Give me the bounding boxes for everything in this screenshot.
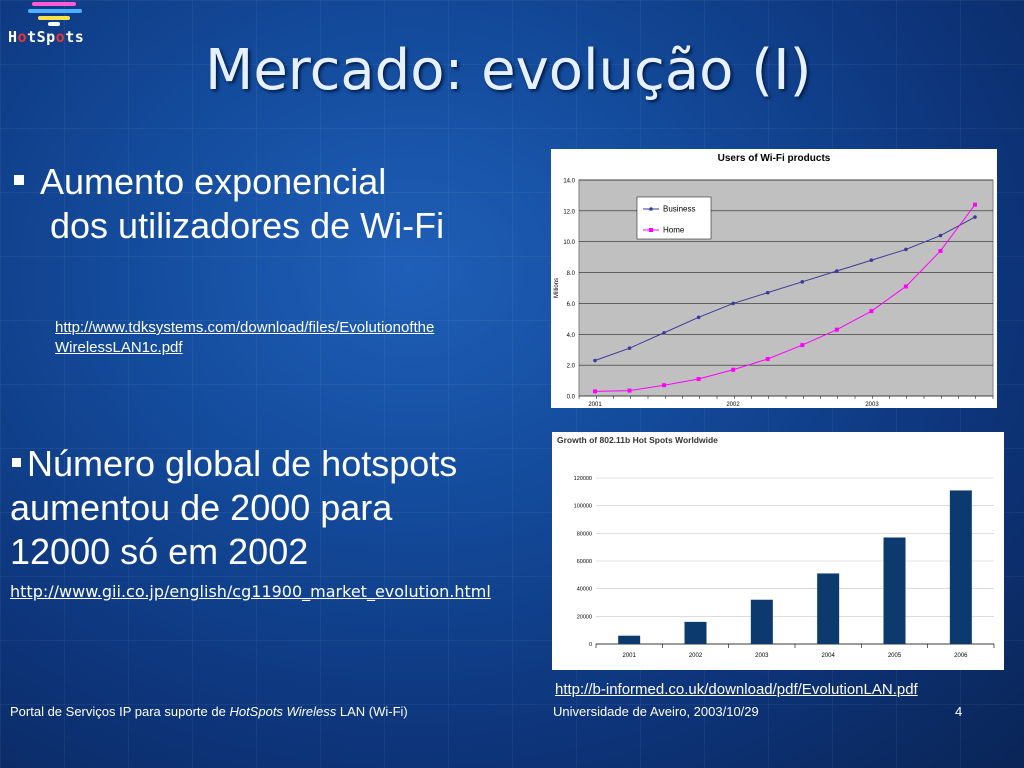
bullet1-line2: dos utilizadores de Wi-Fi	[50, 205, 445, 246]
bullet2-line2: aumentou de 2000 para	[10, 487, 393, 528]
series-line-business	[594, 216, 976, 361]
wifi-users-svg: Users of Wi-Fi products 0.0 2.0 4.0 6.0 8.0 10…	[554, 153, 994, 408]
data-point-home	[903, 284, 908, 289]
data-point-home	[834, 327, 839, 332]
data-point-home	[731, 367, 736, 372]
bar-2001	[618, 635, 641, 644]
y-tick-label: 80000	[577, 531, 592, 537]
x-tick-label: 2001	[622, 653, 636, 659]
y-tick-label: 120000	[574, 476, 592, 482]
x-tick-label: 2003	[755, 653, 769, 659]
bullet1-line1: Aumento exponencial	[40, 161, 387, 202]
data-point-business	[800, 280, 805, 284]
data-point-business	[869, 258, 874, 263]
link-gii[interactable]: http://www.gii.co.jp/english/cg11900_mar…	[10, 582, 491, 601]
slide-title: Mercado: evolução (I)	[205, 38, 812, 103]
data-point-home	[765, 356, 770, 361]
x-tick-label: 2002	[726, 402, 740, 408]
bullet-hotspots: Número global de hotspots aumentou de 20…	[10, 442, 457, 574]
data-point-business	[731, 301, 735, 306]
data-point-business	[835, 269, 839, 273]
footer-center: Universidade de Aveiro, 2003/10/29	[553, 704, 759, 719]
bar-2005	[883, 537, 906, 644]
y-tick-label: 10.0	[563, 240, 575, 246]
series-line-home	[594, 204, 976, 392]
data-point-business	[662, 330, 666, 335]
bullet-square-icon	[12, 457, 21, 467]
y-tick-label: 60000	[577, 559, 592, 565]
data-point-business	[765, 290, 770, 295]
data-point-business	[938, 233, 943, 238]
y-axis-label: Millions	[554, 278, 560, 298]
footer-left: Portal de Serviços IP para suporte de Ho…	[10, 704, 408, 719]
y-tick-label: 40000	[577, 587, 592, 593]
chart-hotspots-growth: Growth of 802.11b Hot Spots Worldwide 0 20…	[552, 432, 1004, 670]
data-point-home	[973, 202, 977, 207]
data-point-home	[627, 388, 632, 393]
data-point-business	[973, 215, 977, 219]
legend-marker	[649, 228, 653, 232]
legend-label: Home	[663, 226, 685, 235]
bullet-wifi-users: Aumento exponencial dos utilizadores de …	[14, 160, 444, 248]
link-b-informed[interactable]: http://b-informed.co.uk/download/pdf/Evo…	[555, 681, 918, 698]
y-tick-label: 14.0	[563, 179, 575, 185]
legend-label: Business	[663, 205, 695, 214]
link1-line2[interactable]: WirelessLAN1c.pdf	[55, 339, 183, 356]
y-tick-label: 2.0	[567, 364, 576, 370]
hotspots-logo: HotSpots	[6, 0, 98, 48]
bar-2003	[750, 599, 773, 644]
bullet2-line1: Número global de hotspots	[27, 443, 458, 484]
data-point-home	[696, 377, 701, 382]
x-tick-label: 2001	[588, 402, 602, 408]
x-tick-label: 2006	[954, 653, 968, 659]
y-tick-label: 8.0	[567, 271, 576, 277]
link1-line1[interactable]: http://www.tdksystems.com/download/files…	[55, 319, 435, 336]
footer-page-number: 4	[955, 704, 963, 719]
y-tick-label: 12.0	[563, 209, 575, 215]
logo-text: HotSpots	[8, 28, 85, 46]
data-point-business	[696, 315, 701, 320]
y-tick-label: 20000	[577, 614, 592, 620]
y-tick-label: 6.0	[567, 302, 576, 308]
y-tick-label: 0.0	[567, 395, 576, 401]
chart-wifi-users: Users of Wi-Fi products 0.0 2.0 4.0 6.0 8.0 10…	[551, 149, 997, 408]
bullet-square-icon	[14, 175, 24, 186]
data-point-business	[593, 358, 597, 363]
chart-title: Growth of 802.11b Hot Spots Worldwide	[557, 435, 718, 445]
legend-marker	[649, 207, 653, 211]
data-point-home	[593, 389, 597, 394]
link-tdksystems[interactable]: http://www.tdksystems.com/download/files…	[55, 318, 434, 358]
x-tick-label: 2002	[689, 653, 703, 659]
y-tick-label: 100000	[574, 504, 592, 510]
bar-2002	[684, 621, 707, 644]
y-tick-label: 4.0	[567, 333, 576, 339]
data-point-business	[627, 346, 632, 350]
bullet2-line3: 12000 só em 2002	[10, 531, 309, 572]
x-tick-label: 2004	[821, 653, 835, 659]
data-point-home	[869, 309, 874, 314]
data-point-home	[800, 343, 805, 348]
y-tick-label: 0	[589, 642, 592, 648]
x-tick-label: 2003	[865, 402, 879, 408]
bar-2006	[949, 490, 972, 644]
data-point-home	[662, 383, 667, 388]
x-tick-label: 2005	[888, 653, 902, 659]
data-point-home	[938, 248, 943, 253]
chart-title: Users of Wi-Fi products	[718, 153, 831, 164]
data-point-business	[904, 247, 908, 252]
hotspots-svg: Growth of 802.11b Hot Spots Worldwide 0 20…	[557, 435, 995, 659]
bar-2004	[817, 573, 840, 644]
